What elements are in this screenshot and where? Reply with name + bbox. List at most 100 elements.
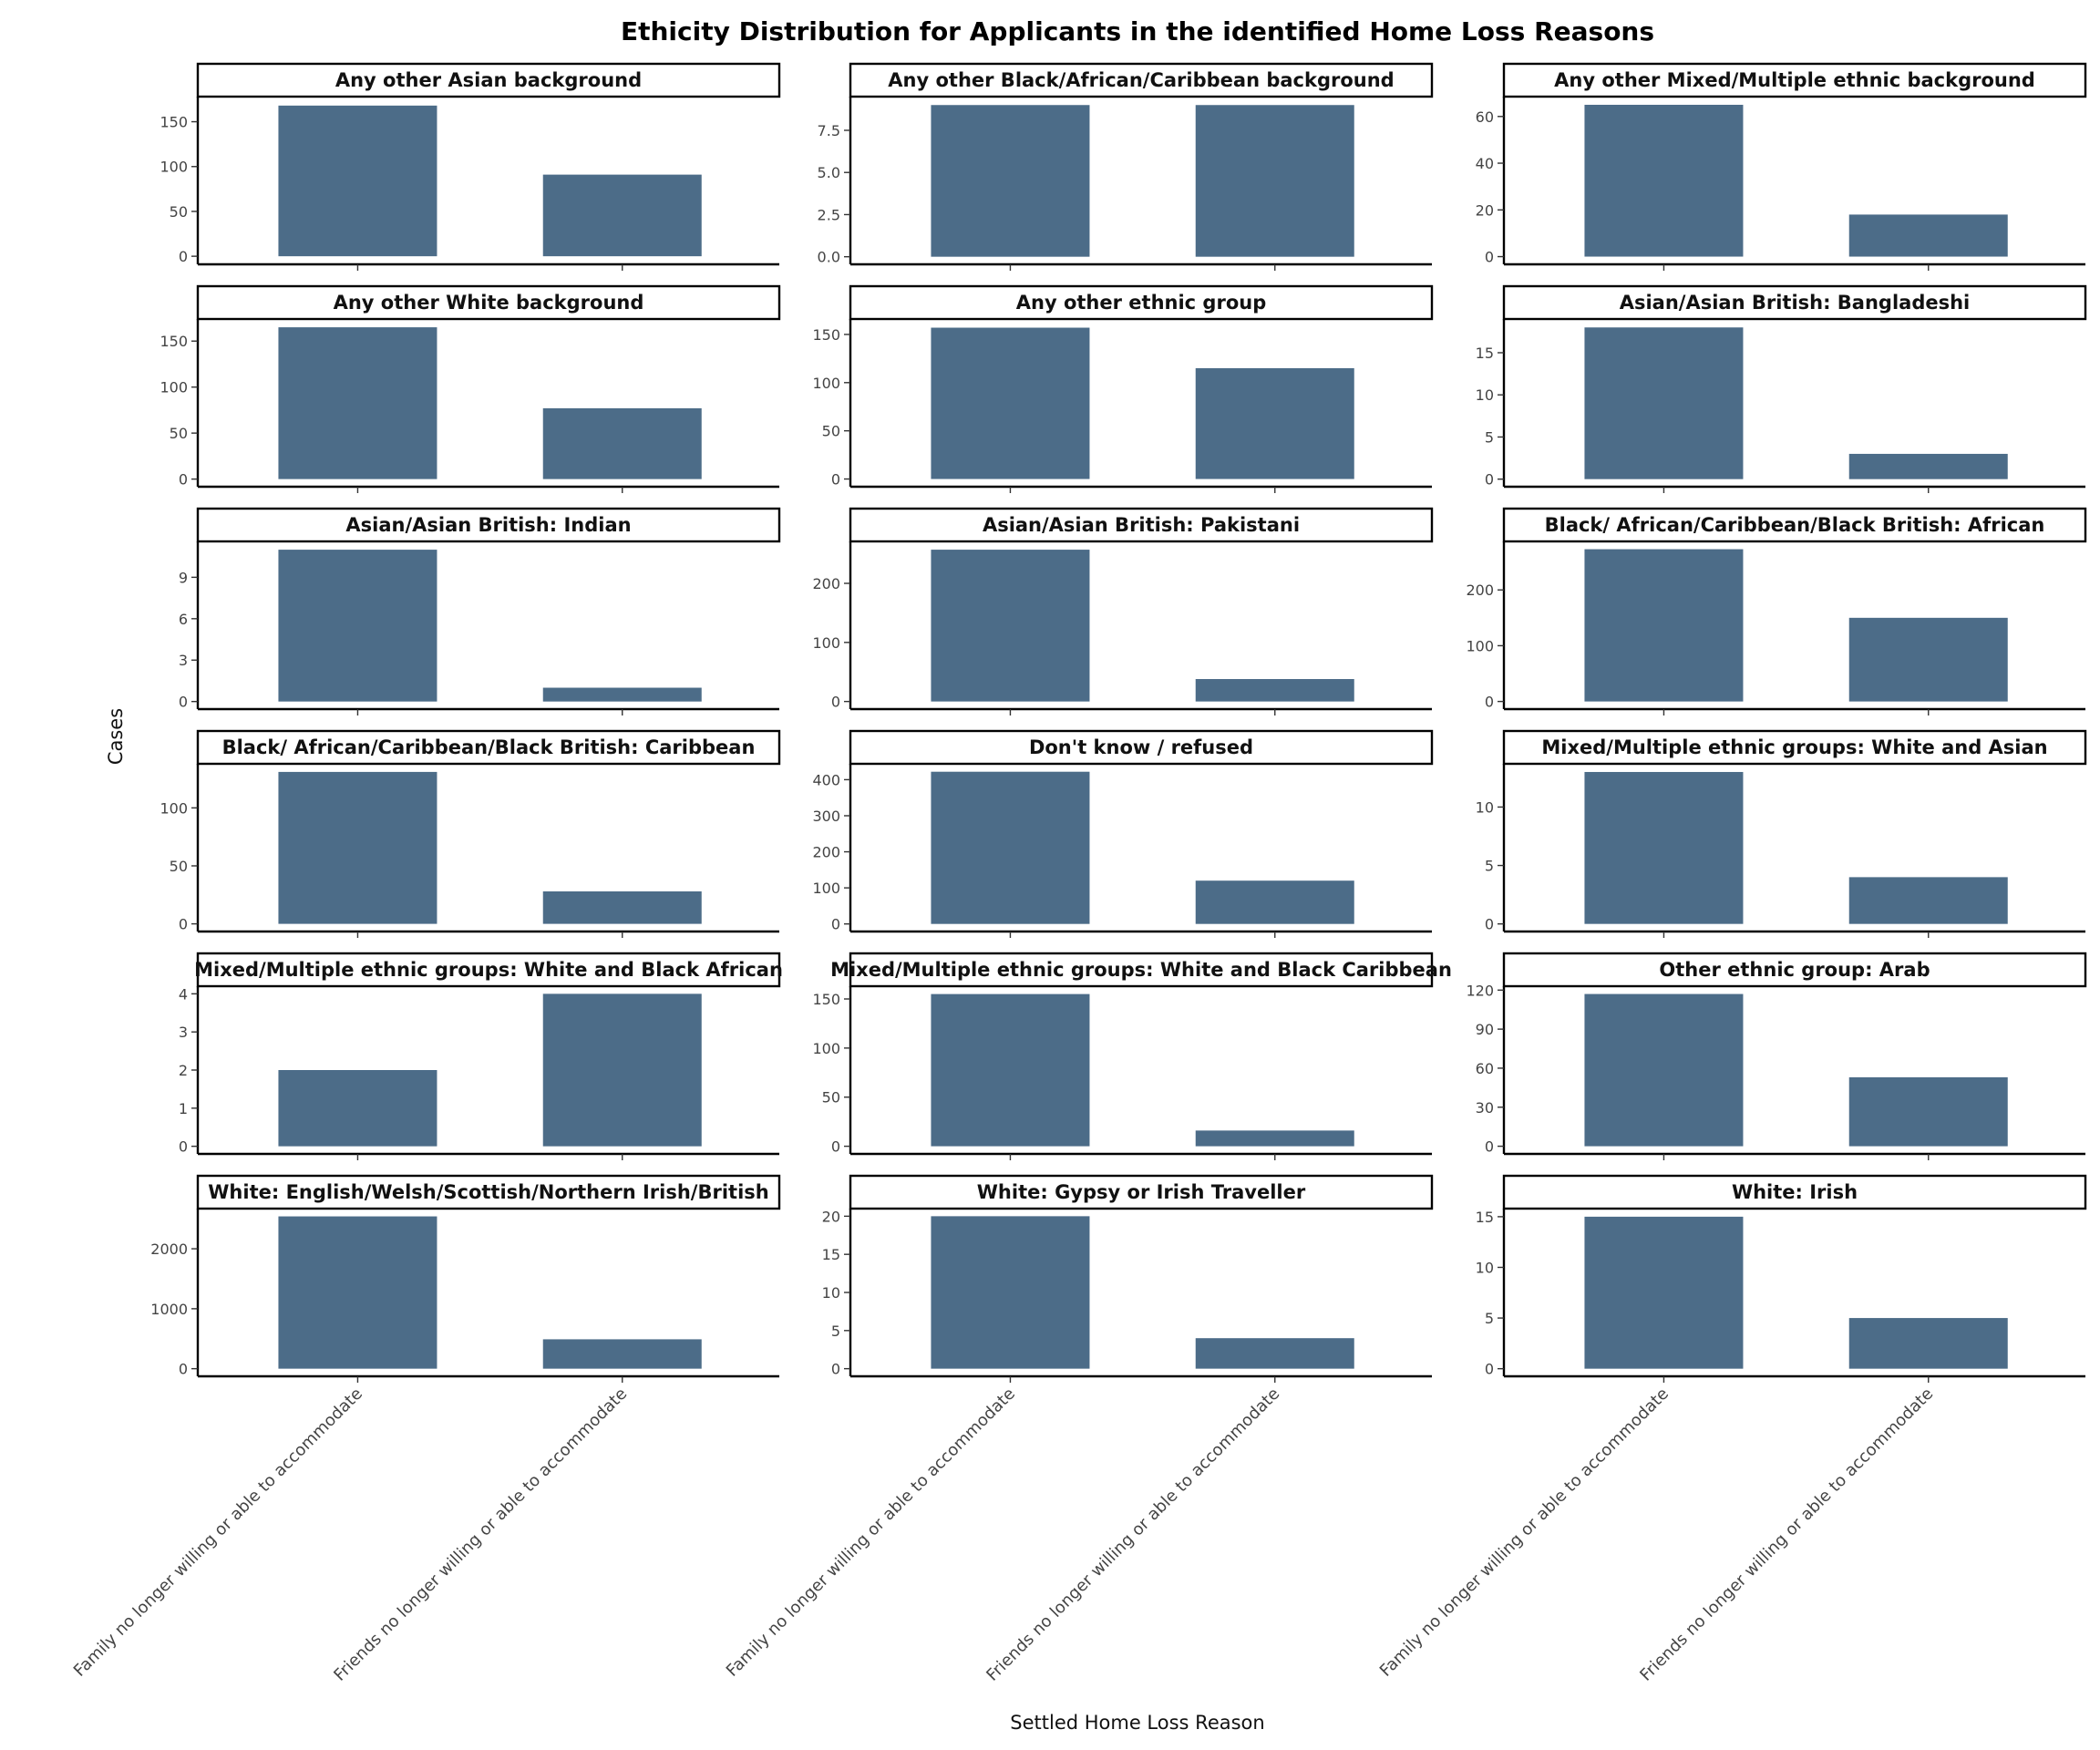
y-tick-label: 1000 bbox=[150, 1301, 188, 1318]
bar bbox=[1195, 679, 1354, 702]
y-tick-label: 90 bbox=[1476, 1021, 1494, 1038]
y-tick-label: 100 bbox=[812, 880, 840, 897]
bar bbox=[278, 771, 438, 924]
y-tick-label: 50 bbox=[170, 858, 188, 875]
facet-strip bbox=[196, 952, 781, 988]
facet-panel: Asian/Asian British: Pakistani 0 100 200 bbox=[812, 507, 1434, 715]
y-tick-label: 100 bbox=[160, 159, 188, 176]
facet-strip bbox=[1502, 62, 2087, 98]
y-tick-label: 10 bbox=[1476, 386, 1494, 404]
y-tick-label: 100 bbox=[812, 634, 840, 652]
bar bbox=[1848, 1076, 2008, 1147]
facet-panel: White: Gypsy or Irish Traveller 0 5 10 15 20 F… bbox=[723, 1174, 1434, 1685]
y-tick-label: 0 bbox=[1485, 1138, 1494, 1156]
y-tick-label: 50 bbox=[822, 423, 840, 440]
bar bbox=[1195, 105, 1354, 257]
facet-panel: White: Irish 0 5 10 15 Family no longer willi… bbox=[1376, 1174, 2087, 1685]
y-tick-label: 5 bbox=[831, 1323, 840, 1340]
facet-strip bbox=[196, 507, 781, 543]
facet-strip bbox=[1502, 1174, 2087, 1210]
y-tick-label: 0 bbox=[831, 1138, 840, 1156]
y-tick-label: 15 bbox=[1476, 345, 1494, 362]
facet-title: Mixed/Multiple ethnic groups: White and … bbox=[1541, 736, 2047, 758]
bar bbox=[278, 1216, 438, 1369]
bar bbox=[1848, 453, 2008, 479]
bar bbox=[1195, 1338, 1354, 1369]
y-tick-label: 0 bbox=[831, 471, 840, 489]
facet-strip bbox=[1502, 284, 2087, 321]
y-tick-label: 100 bbox=[160, 799, 188, 817]
y-tick-label: 50 bbox=[170, 425, 188, 442]
y-tick-label: 3 bbox=[179, 1024, 188, 1041]
y-tick-label: 15 bbox=[822, 1246, 840, 1263]
facet-strip bbox=[849, 952, 1434, 988]
facet-title: White: English/Welsh/Scottish/Northern I… bbox=[208, 1181, 768, 1203]
y-tick-label: 0 bbox=[831, 1361, 840, 1378]
facet-panel: Any other White background 0 50 100 150 bbox=[160, 284, 781, 493]
bar bbox=[278, 327, 438, 479]
bar bbox=[278, 550, 438, 702]
bar bbox=[1584, 549, 1744, 702]
y-tick-label: 60 bbox=[1476, 108, 1494, 126]
facet-panel: Any other Mixed/Multiple ethnic backgrou… bbox=[1476, 62, 2087, 271]
facet-panel: Black/ African/Caribbean/Black British: … bbox=[1466, 507, 2087, 715]
bar bbox=[1584, 771, 1744, 924]
y-tick-label: 100 bbox=[812, 375, 840, 392]
bar bbox=[542, 890, 702, 924]
y-tick-label: 5 bbox=[1485, 858, 1494, 875]
facet-strip bbox=[849, 729, 1434, 766]
facet-title: Mixed/Multiple ethnic groups: White and … bbox=[194, 959, 783, 981]
bar bbox=[1195, 1130, 1354, 1147]
facet-title: Asian/Asian British: Bangladeshi bbox=[1620, 292, 1971, 314]
y-tick-label: 0 bbox=[1485, 694, 1494, 711]
facet-strip bbox=[1502, 952, 2087, 988]
facet-panel: Mixed/Multiple ethnic groups: White and … bbox=[179, 952, 783, 1160]
facet-panel: Mixed/Multiple ethnic groups: White and … bbox=[812, 952, 1452, 1160]
facet-panel: Don't know / refused 0 100 200 300 400 bbox=[812, 729, 1434, 938]
y-tick-label: 0 bbox=[179, 916, 188, 933]
y-tick-label: 20 bbox=[822, 1208, 840, 1225]
y-tick-label: 100 bbox=[1466, 637, 1494, 654]
facet-strip bbox=[849, 507, 1434, 543]
facet-panel: Mixed/Multiple ethnic groups: White and … bbox=[1476, 729, 2087, 938]
y-tick-label: 200 bbox=[1466, 582, 1494, 599]
bar bbox=[931, 550, 1090, 702]
y-tick-label: 120 bbox=[1466, 982, 1494, 999]
bar bbox=[278, 1070, 438, 1147]
y-tick-label: 5.0 bbox=[818, 164, 840, 181]
y-tick-label: 5 bbox=[1485, 1310, 1494, 1327]
bar bbox=[931, 327, 1090, 479]
facet-title: Any other Black/African/Caribbean backgr… bbox=[888, 69, 1394, 91]
y-tick-label: 60 bbox=[1476, 1060, 1494, 1077]
y-tick-label: 0 bbox=[179, 248, 188, 265]
bar bbox=[1848, 214, 2008, 257]
facet-title: Black/ African/Caribbean/Black British: … bbox=[222, 736, 756, 758]
bar bbox=[278, 105, 438, 257]
facet-title: White: Gypsy or Irish Traveller bbox=[977, 1181, 1306, 1203]
y-tick-label: 200 bbox=[812, 844, 840, 861]
facet-title: Asian/Asian British: Indian bbox=[345, 514, 631, 536]
facet-panel: Asian/Asian British: Bangladeshi 0 5 10 15 bbox=[1476, 284, 2087, 493]
y-tick-label: 10 bbox=[822, 1284, 840, 1302]
bar bbox=[1848, 877, 2008, 924]
bar bbox=[1584, 327, 1744, 479]
y-tick-label: 6 bbox=[179, 611, 188, 628]
facet-strip bbox=[1502, 507, 2087, 543]
y-tick-label: 15 bbox=[1476, 1209, 1494, 1226]
y-tick-label: 4 bbox=[179, 985, 188, 1003]
facet-panel: White: English/Welsh/Scottish/Northern I… bbox=[70, 1174, 781, 1685]
y-tick-label: 200 bbox=[812, 575, 840, 592]
facet-title: Any other Asian background bbox=[335, 69, 642, 91]
chart-title: Ethicity Distribution for Applicants in … bbox=[621, 16, 1654, 46]
bar bbox=[1584, 1216, 1744, 1369]
facet-title: Mixed/Multiple ethnic groups: White and … bbox=[830, 959, 1452, 981]
y-tick-label: 40 bbox=[1476, 155, 1494, 172]
bar bbox=[542, 1339, 702, 1369]
facet-panel: Any other Black/African/Caribbean backgr… bbox=[818, 62, 1434, 271]
x-category-label: Family no longer willing or able to acco… bbox=[723, 1385, 1019, 1681]
bar bbox=[931, 1216, 1090, 1369]
x-category-label: Family no longer willing or able to acco… bbox=[1376, 1385, 1673, 1681]
facet-panel: Any other ethnic group 0 50 100 150 bbox=[812, 284, 1434, 493]
